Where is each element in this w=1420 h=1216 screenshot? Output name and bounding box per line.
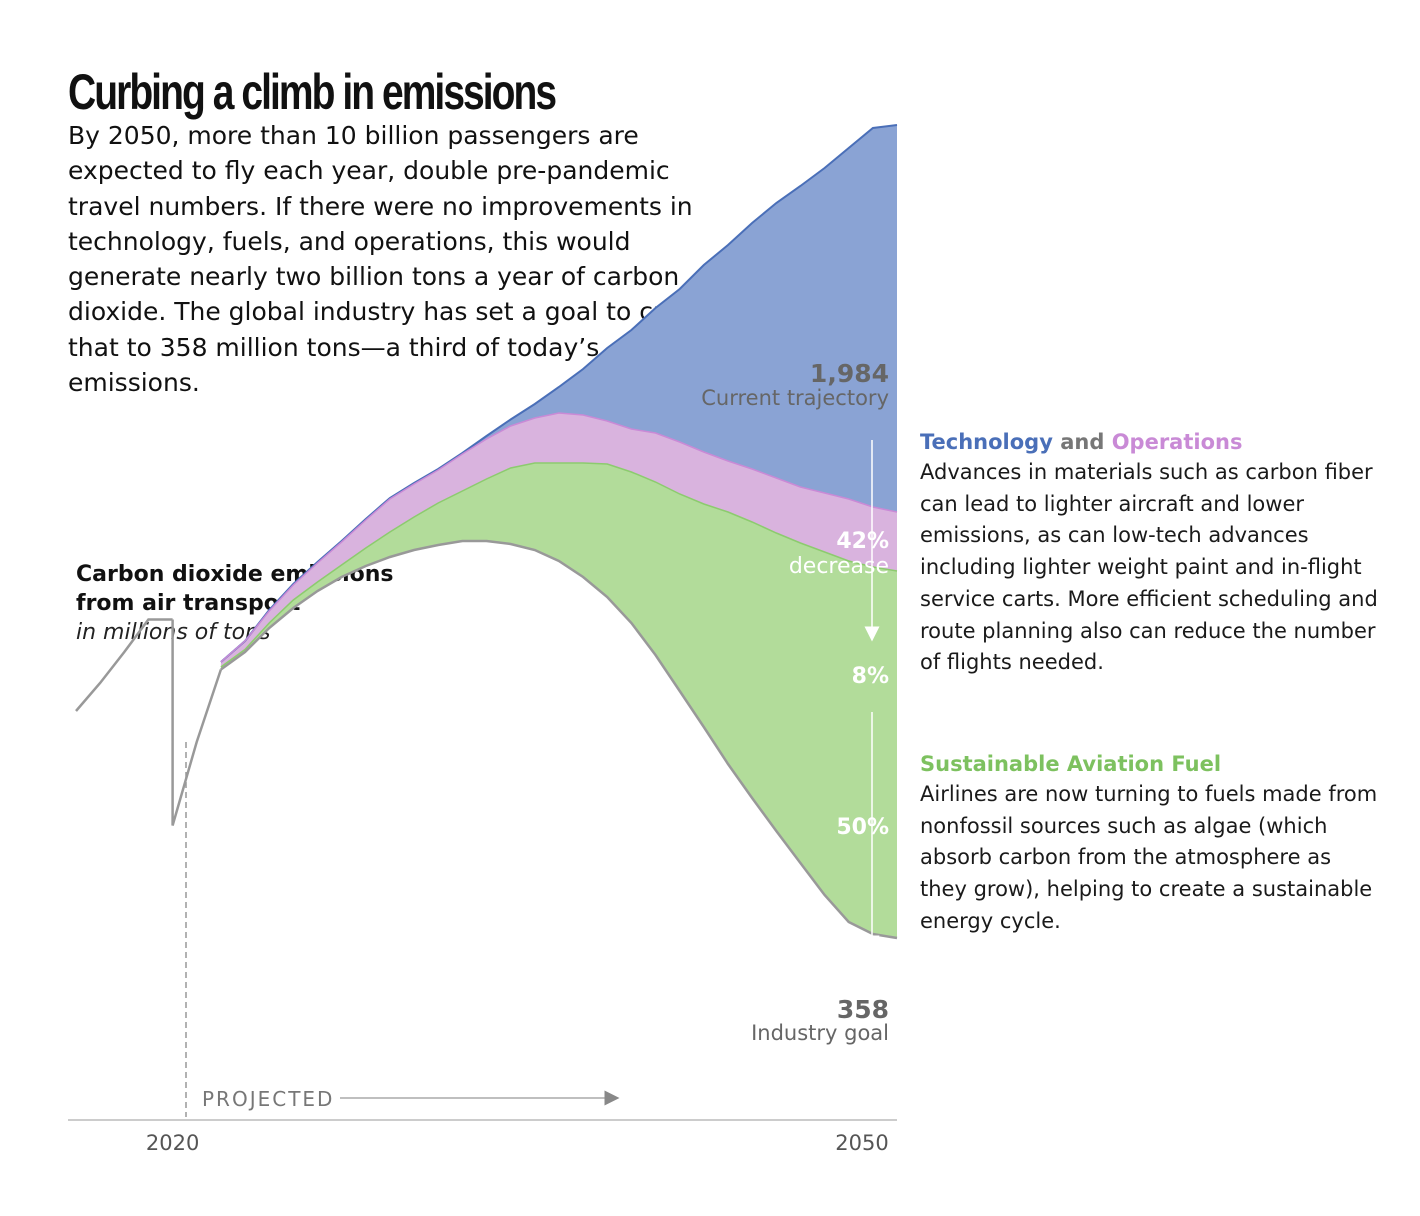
after-technology-line — [220, 412, 898, 663]
industry-goal-line — [220, 539, 898, 940]
tech-ops-body: Advances in materials such as carbon fib… — [920, 460, 1378, 675]
projected-label: PROJECTED — [202, 1087, 334, 1111]
operations-area — [220, 413, 897, 667]
ops-heading: Operations — [1111, 430, 1243, 454]
chart-title-line2: from air transport — [76, 591, 301, 616]
after-operations-line — [220, 462, 898, 668]
saf-percent-label: 50% — [836, 815, 889, 840]
x-tick-2020: 2020 — [146, 1131, 199, 1155]
historical-line — [75, 618, 173, 712]
headline: Curbing a climb in emissions — [68, 64, 557, 120]
tech-percent-label: 42% — [836, 529, 889, 554]
bottom-value-label: 358 — [837, 995, 889, 1024]
tech-heading: Technology — [920, 430, 1053, 454]
pandemic-drop-line — [171, 619, 223, 826]
deck-paragraph: By 2050, more than 10 billion passengers… — [68, 121, 693, 398]
bottom-caption-label: Industry goal — [751, 1021, 889, 1045]
area-layers — [220, 125, 897, 938]
x-tick-labels: 2020 2050 — [146, 1131, 889, 1155]
tech-ops-heading: Technology and Operations — [920, 427, 1380, 457]
sidebar-technology-operations: Technology and Operations Advances in ma… — [920, 427, 1380, 679]
top-caption-label: Current trajectory — [701, 386, 889, 410]
x-tick-2050: 2050 — [835, 1131, 888, 1155]
ops-percent-label: 8% — [852, 664, 889, 689]
sidebar-saf: Sustainable Aviation Fuel Airlines are n… — [920, 749, 1380, 938]
current-trajectory-line — [220, 124, 898, 663]
top-value-label: 1,984 — [810, 359, 889, 388]
saf-heading: Sustainable Aviation Fuel — [920, 752, 1222, 776]
chart-overlays: 1,984 Current trajectory 42% decrease 8%… — [68, 359, 897, 1121]
technology-area — [220, 125, 897, 662]
and-heading: and — [1052, 430, 1112, 454]
saf-body: Airlines are now turning to fuels made f… — [920, 782, 1378, 933]
saf-area — [220, 463, 897, 938]
series-lines — [75, 124, 898, 940]
tech-decrease-label: decrease — [789, 554, 889, 579]
